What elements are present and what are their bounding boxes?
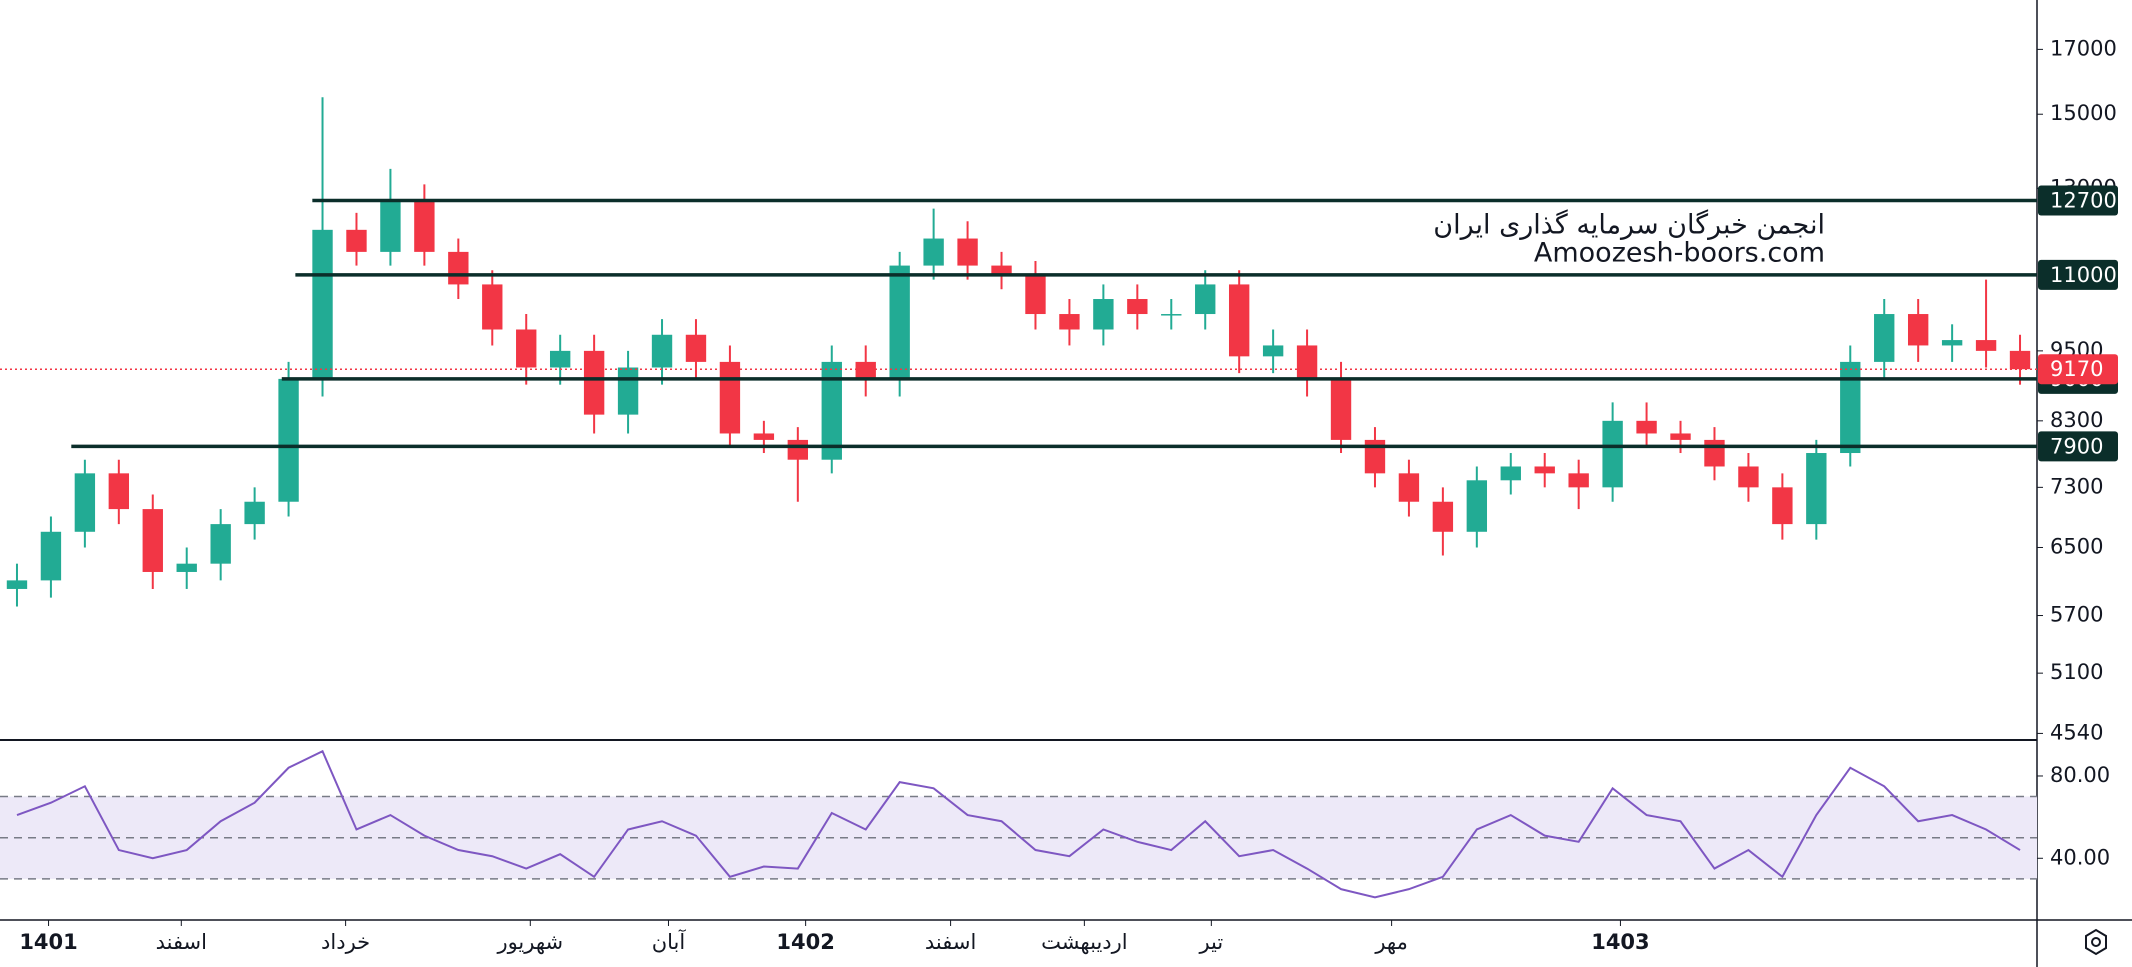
candle-body (482, 284, 503, 330)
candle-body (1228, 284, 1250, 357)
candle-body (1534, 466, 1555, 474)
candle-body (957, 238, 978, 266)
candle-body (1670, 433, 1691, 440)
watermark: انجمن خبرگان سرمایه گذاری ایران (1433, 209, 1825, 241)
candle-body (1432, 501, 1454, 532)
y-tick-label: 5100 (2050, 660, 2103, 684)
candle-body (1059, 314, 1080, 330)
x-tick-label: 1401 (19, 930, 77, 954)
candle-body (516, 329, 537, 368)
level-label: 11000 (2050, 263, 2117, 287)
candle-body (1568, 473, 1589, 488)
candle-body (40, 531, 62, 581)
candle-body (108, 473, 130, 510)
candle-body (1941, 340, 1963, 346)
candle-body (583, 350, 605, 415)
candle-body (1025, 274, 1046, 315)
watermark: Amoozesh-boors.com (1534, 238, 1825, 269)
candle-body (617, 367, 639, 415)
candle-body (2009, 350, 2031, 370)
candle-body (1296, 345, 1318, 379)
candle-body (1195, 284, 1216, 315)
settings-hex[interactable] (2085, 928, 2107, 956)
y-tick-label: 8300 (2050, 408, 2103, 432)
y-tick-label: 80.00 (2050, 763, 2110, 787)
candle-body (1840, 361, 1861, 454)
settings-icon[interactable] (2085, 928, 2107, 956)
x-tick-label: مهر (1374, 930, 1408, 954)
x-tick-label: آبان (652, 929, 687, 954)
candle-body (1907, 314, 1929, 346)
x-tick-label: تیر (1198, 930, 1223, 954)
candle-body (74, 473, 96, 532)
candle-body (312, 229, 333, 379)
candle-body (346, 229, 367, 252)
candle-body (1398, 473, 1420, 502)
x-tick-label: اردیبهشت (1041, 930, 1128, 954)
rsi-band (0, 796, 2037, 879)
level-label-box (2038, 259, 2118, 290)
candle-body (1704, 439, 1725, 467)
candle-body (210, 524, 231, 564)
y-tick-label: 40.00 (2050, 845, 2110, 869)
rsi-line (16, 749, 2021, 899)
candle-body (1262, 345, 1284, 357)
candle-body (1806, 453, 1827, 525)
candle-body (414, 200, 435, 252)
candle-body (380, 200, 401, 252)
candle-body (1127, 299, 1148, 315)
candle-body (1602, 420, 1623, 488)
candle-body (1466, 480, 1488, 532)
y-tick-label: 4540 (2050, 720, 2103, 744)
y-tick-label: 5700 (2050, 603, 2103, 627)
level-label-box (2038, 431, 2118, 462)
last-price-box (2038, 354, 2118, 385)
candle-body (6, 580, 28, 589)
candle-body (278, 378, 299, 502)
y-tick-label: 7300 (2050, 474, 2103, 498)
candle-body (923, 238, 944, 266)
level-label: 7900 (2050, 434, 2103, 458)
candle-body (889, 265, 910, 379)
candle-body (1772, 487, 1793, 525)
candle-body (176, 563, 197, 572)
x-tick-label: 1403 (1591, 930, 1649, 954)
level-label-box (2038, 185, 2118, 216)
candle-body (821, 361, 842, 460)
candle-body (685, 334, 707, 362)
settings-dot[interactable] (2091, 937, 2101, 947)
candle-body (448, 251, 469, 285)
candle-body (1874, 314, 1895, 362)
y-tick-label: 15000 (2050, 101, 2117, 125)
x-tick-label: اسفند (925, 930, 976, 954)
y-tick-label: 17000 (2050, 36, 2117, 60)
candle-body (787, 439, 809, 460)
x-tick-label: شهریور (496, 930, 563, 954)
candle-body (855, 361, 876, 379)
x-tick-label: اسفند (156, 930, 207, 954)
candle-body (991, 265, 1012, 275)
candle-body (1330, 378, 1352, 440)
x-tick-label: خرداد (321, 930, 370, 954)
x-tick-label: 1402 (776, 930, 834, 954)
candle-body (142, 509, 163, 572)
candle-body (1161, 314, 1182, 316)
candle-body (1093, 299, 1114, 330)
candle-body (1738, 466, 1759, 488)
candle-body (651, 334, 673, 368)
candle-body (1975, 340, 1997, 351)
y-tick-label: 6500 (2050, 534, 2103, 558)
candle-body (549, 350, 571, 368)
price-panel: 1700015000130009500830073006500570051004… (0, 36, 2118, 744)
candle-body (753, 433, 775, 440)
candle-body (1636, 420, 1657, 434)
level-label: 12700 (2050, 188, 2117, 212)
candle-body (1364, 439, 1386, 474)
candle-body (719, 361, 741, 434)
candle-body (244, 501, 265, 525)
last-price-label: 9170 (2050, 357, 2103, 381)
candle-body (1500, 466, 1521, 481)
